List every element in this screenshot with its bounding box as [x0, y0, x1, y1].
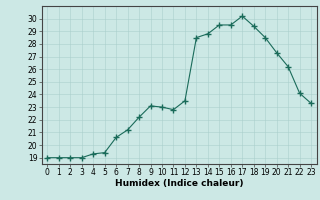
X-axis label: Humidex (Indice chaleur): Humidex (Indice chaleur) — [115, 179, 244, 188]
